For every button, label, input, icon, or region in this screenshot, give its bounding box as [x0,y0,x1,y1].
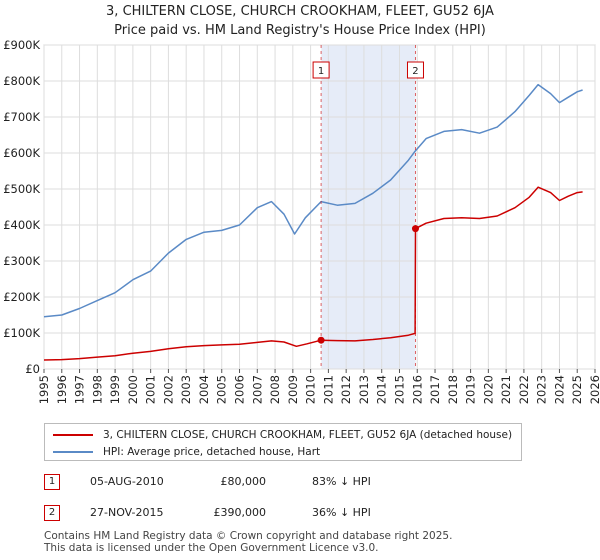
x-tick-label: 2008 [268,375,282,404]
y-tick-label: £500K [3,182,40,196]
y-tick-label: £800K [3,74,40,88]
chart-background [43,44,596,370]
sale-annotation-label: 1 [318,66,324,77]
y-tick-label: £200K [3,290,40,304]
x-tick-label: 2007 [250,375,264,404]
x-tick-label: 2018 [446,375,460,404]
sale-point [411,225,419,233]
sale-annotation-label: 2 [412,66,418,77]
legend: 3, CHILTERN CLOSE, CHURCH CROOKHAM, FLEE… [44,423,522,461]
chart-axes: £0 £100K £200K £300K £400K £500K £600K £700K £80… [3,38,600,404]
x-tick-label: 1999 [108,375,122,404]
sale-date: 05-AUG-2010 [90,475,164,488]
x-tick-label: 2011 [321,375,335,404]
sale-date: 27-NOV-2015 [90,506,164,519]
y-tick-label: £900K [3,38,40,52]
legend-item-hpi: HPI: Average price, detached house, Hart [53,444,320,460]
x-tick-label: 2026 [588,375,600,404]
sale-point [317,336,325,344]
plot-area [43,44,596,370]
x-tick-label: 2024 [552,375,566,404]
x-tick-label: 2022 [517,375,531,404]
footer-line-2: This data is licensed under the Open Gov… [44,542,379,554]
sale-hpi-diff: 83% ↓ HPI [312,475,371,488]
sale-price: £390,000 [213,506,267,519]
highlight-span [321,45,416,369]
sale-number-badge: 1 [44,474,60,490]
x-tick-label: 1998 [90,375,104,404]
y-tick-label: £600K [3,146,40,160]
y-tick-label: £100K [3,326,40,340]
x-tick-label: 2005 [215,375,229,404]
x-tick-label: 2002 [161,375,175,404]
x-tick-label: 2004 [197,375,211,404]
x-tick-label: 2021 [499,375,513,404]
x-tick-label: 2013 [357,375,371,404]
legend-label-hpi: HPI: Average price, detached house, Hart [103,446,321,458]
x-tick-label: 1997 [73,375,87,404]
legend-swatch-property [53,434,93,436]
x-tick-label: 2006 [233,375,247,404]
x-tick-label: 2015 [392,375,406,404]
legend-label-property: 3, CHILTERN CLOSE, CHURCH CROOKHAM, FLEE… [103,429,513,441]
sale-hpi-diff: 36% ↓ HPI [312,506,371,519]
x-tick-label: 2025 [570,375,584,404]
footer-line-1: Contains HM Land Registry data © Crown c… [44,530,453,542]
legend-item-property: 3, CHILTERN CLOSE, CHURCH CROOKHAM, FLEE… [53,427,512,443]
sale-row-2: 2 27-NOV-2015 £390,000 36% ↓ HPI [0,503,600,523]
y-tick-label: £400K [3,218,40,232]
x-tick-label: 1995 [37,375,51,404]
sale-annotation-box [312,61,330,79]
x-tick-label: 2012 [339,375,353,404]
x-tick-label: 2003 [179,375,193,404]
sale-annotation-box [406,61,424,79]
y-tick-label: £300K [3,254,40,268]
title-line-1: 3, CHILTERN CLOSE, CHURCH CROOKHAM, FLEE… [106,4,494,19]
chart-title: 3, CHILTERN CLOSE, CHURCH CROOKHAM, FLEE… [0,2,600,40]
legend-swatch-hpi [53,451,93,453]
x-tick-label: 2000 [126,375,140,404]
x-tick-label: 2010 [304,375,318,404]
sale-price: £80,000 [220,475,267,488]
x-tick-label: 2016 [410,375,424,404]
footer: Contains HM Land Registry data © Crown c… [44,530,452,554]
x-tick-label: 2014 [375,375,389,404]
y-tick-label: £700K [3,110,40,124]
y-tick-label: £0 [25,362,40,376]
sale-number-badge: 2 [44,505,60,521]
chart-series [43,83,583,361]
x-tick-label: 2009 [286,375,300,404]
sale-row-1: 1 05-AUG-2010 £80,000 83% ↓ HPI [0,472,600,492]
x-tick-label: 2023 [535,375,549,404]
title-line-2: Price paid vs. HM Land Registry's House … [114,23,486,38]
x-tick-label: 2017 [428,375,442,404]
x-tick-label: 2019 [464,375,478,404]
x-tick-label: 2020 [481,375,495,404]
series-line-property [43,186,583,361]
series-line-hpi [43,83,583,318]
x-tick-label: 1996 [55,375,69,404]
x-tick-label: 2001 [144,375,158,404]
chart-grid [43,44,596,370]
